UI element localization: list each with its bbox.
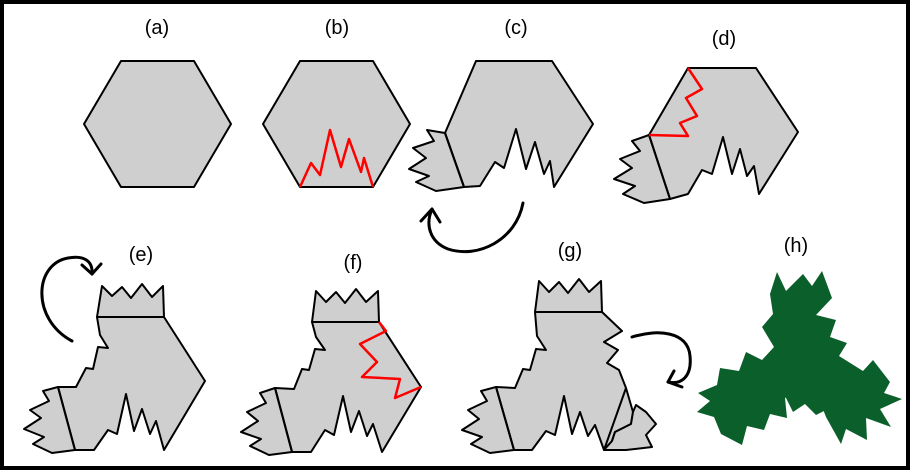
cut-line-d xyxy=(648,67,704,138)
panel-label-b: (b) xyxy=(325,17,349,39)
panel-label-e: (e) xyxy=(129,244,153,266)
panel-label-c: (c) xyxy=(504,17,527,39)
arrowhead-e xyxy=(80,262,103,276)
panel-c-rotated-piece xyxy=(408,60,594,254)
panel-f-third-cut xyxy=(240,288,422,456)
panel-label-h: (h) xyxy=(784,235,808,257)
arrowhead-g xyxy=(666,369,684,389)
panel-b-hexagon-with-cut xyxy=(262,60,411,188)
panel-h-final-tile xyxy=(697,271,902,445)
rotation-arrow-c xyxy=(427,201,525,254)
panel-g-three-arm-shape xyxy=(461,278,692,454)
rotation-arrow-g xyxy=(630,331,692,385)
move-arrow-e xyxy=(40,255,94,343)
panel-e-moved-piece xyxy=(23,255,206,454)
panel-label-f: (f) xyxy=(344,252,363,274)
arrowhead-c xyxy=(419,207,442,224)
panel-label-g: (g) xyxy=(558,240,582,262)
panel-d-second-cut xyxy=(613,67,799,204)
tiling-construction-diagram: (a) (b) (c) (d) (e) (f) (g) (h) xyxy=(23,17,902,456)
cut-line-f xyxy=(358,321,422,400)
panel-a-hexagon xyxy=(83,60,232,188)
panel-label-a: (a) xyxy=(145,17,169,39)
cut-line xyxy=(298,128,375,188)
panel-label-d: (d) xyxy=(712,28,736,50)
